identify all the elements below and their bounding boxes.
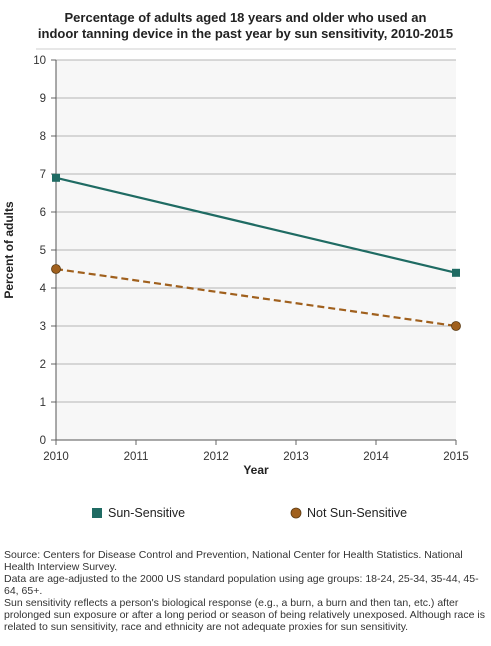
legend-item-not-sun-sensitive[interactable]: Not Sun-Sensitive [290,506,407,520]
axes: 0 1 2 3 4 5 6 7 8 9 10 2010 2011 2012 2013 2014 2015 [33,55,469,463]
x-tick-label: 2013 [283,451,309,463]
line-chart: 0 1 2 3 4 5 6 7 8 9 10 2010 2011 2012 2013 2014 2015 Yea… [2,48,469,477]
chart-title: Percentage of adults aged 18 years and o… [0,10,491,42]
y-tick-label: 4 [40,283,47,295]
data-point-not-sun-sensitive-2010 [51,264,61,274]
x-tick-label: 2012 [203,451,229,463]
chart-title-line-2: indoor tanning device in the past year b… [37,26,454,41]
y-tick-label: 0 [40,435,46,447]
y-tick-label: 2 [40,359,46,371]
legend: Sun-Sensitive Not Sun-Sensitive [0,506,491,524]
x-tick-label: 2010 [43,451,69,463]
footnote-source: Source: Centers for Disease Control and … [4,549,463,573]
chart-title-line-1: Percentage of adults aged 18 years and o… [64,10,427,25]
x-tick-label: 2011 [124,451,149,463]
legend-label-not-sun-sensitive: Not Sun-Sensitive [307,506,408,520]
y-tick-label: 1 [40,397,46,409]
x-tick-label: 2014 [363,451,389,463]
data-point-sun-sensitive-2010 [52,173,60,182]
y-tick-label: 9 [40,93,46,105]
y-tick-label: 7 [40,169,46,181]
legend-label-sun-sensitive: Sun-Sensitive [108,506,186,520]
y-tick-label: 3 [40,321,46,333]
footnote-sun-sensitivity: Sun sensitivity reflects a person's biol… [4,597,485,633]
y-tick-label: 8 [40,131,46,143]
square-marker-icon [92,508,102,518]
series-line-not-sun-sensitive [55,267,457,328]
y-tick-label: 5 [40,245,46,257]
data-point-sun-sensitive-2015 [452,268,460,277]
circle-marker-icon [290,507,302,519]
series-line-sun-sensitive [55,176,457,274]
series-lines [51,173,461,331]
footnote: Source: Centers for Disease Control and … [4,549,488,633]
data-point-not-sun-sensitive-2015 [451,321,461,331]
x-axis-label: Year [243,463,269,477]
legend-item-sun-sensitive[interactable]: Sun-Sensitive [91,506,185,520]
y-tick-label: 10 [33,55,46,67]
footnote-age-adjustment: Data are age-adjusted to the 2000 US sta… [4,573,479,597]
y-axis-label: Percent of adults [2,201,16,299]
x-tick-label: 2015 [443,451,469,463]
y-tick-label: 6 [40,207,46,219]
grid-lines [56,59,456,403]
